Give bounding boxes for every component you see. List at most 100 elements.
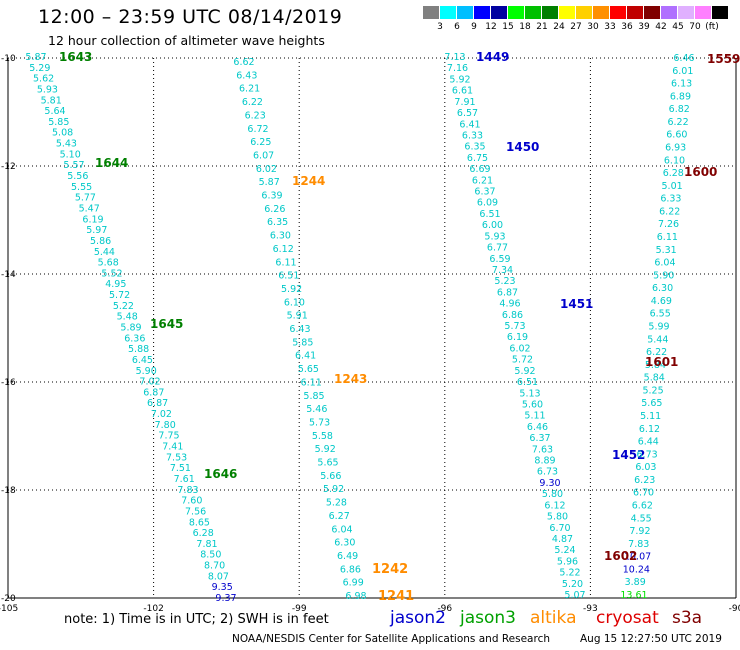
scale-swatch: [661, 6, 677, 19]
swh-value: 5.72: [109, 290, 130, 301]
swh-value: 5.92: [323, 484, 344, 495]
swh-value: 6.26: [264, 204, 285, 215]
scale-label: 24: [553, 22, 565, 32]
swh-value: 6.33: [660, 194, 681, 205]
swh-value: 5.80: [547, 512, 568, 523]
lon-tick-label: -102: [143, 604, 163, 614]
swh-value: 5.81: [41, 95, 62, 106]
swh-value: 5.22: [113, 301, 134, 312]
swh-value: 6.46: [673, 53, 694, 64]
swh-value: 6.30: [270, 231, 291, 242]
scale-swatch: [695, 6, 711, 19]
swh-value: 6.03: [635, 462, 656, 473]
lat-tick-label: -16: [1, 378, 16, 388]
swh-value: 5.52: [101, 268, 122, 279]
swh-value: 6.23: [634, 475, 655, 486]
swh-value: 6.59: [489, 254, 510, 265]
swh-value: 5.89: [120, 323, 141, 334]
lat-tick-label: -10: [1, 54, 16, 64]
swh-value: 6.12: [273, 244, 294, 255]
swh-value: 5.92: [281, 284, 302, 295]
pass-time-label: 1559: [707, 52, 740, 66]
legend-jason2: jason2: [390, 608, 446, 628]
swh-value: 4.87: [552, 534, 573, 545]
swh-value: 7.80: [155, 420, 176, 431]
swh-value: 6.86: [340, 564, 361, 575]
swh-value: 6.33: [462, 130, 483, 141]
swh-value: 6.60: [666, 130, 687, 141]
pass-time-label: 1644: [95, 156, 128, 170]
swh-value: 7.75: [158, 431, 179, 442]
swh-value: 6.39: [261, 191, 282, 202]
swh-value: 5.13: [519, 388, 540, 399]
swh-value: 6.43: [236, 70, 257, 81]
swh-value: 5.31: [656, 245, 677, 256]
swh-value: 6.22: [646, 347, 667, 358]
swh-value: 4.96: [499, 299, 520, 310]
pass-time-label: 1601: [645, 355, 678, 369]
swh-value: 5.92: [315, 444, 336, 455]
scale-swatch: [712, 6, 728, 19]
swh-value: 6.21: [239, 84, 260, 95]
swh-value: 6.69: [469, 164, 490, 175]
track-s3a: 6.46 6.01 6.136.89 6.82 6.22 6.60 6.936.10 6.28…: [604, 52, 740, 601]
swh-value: 5.20: [562, 579, 583, 590]
swh-value: 6.25: [250, 137, 271, 148]
swh-value: 10.24: [623, 564, 650, 575]
swh-value: 5.29: [29, 63, 50, 74]
swh-value: 5.46: [306, 404, 327, 415]
scale-label: 21: [536, 22, 548, 32]
swh-value: 5.92: [514, 366, 535, 377]
swh-value: 6.77: [487, 243, 508, 254]
map-frame: [7, 58, 737, 599]
swh-value: 7.60: [181, 496, 202, 507]
swh-value: 6.37: [474, 187, 495, 198]
swh-value: 5.65: [641, 398, 662, 409]
swh-value: 5.25: [642, 385, 663, 396]
swh-value: 6.55: [650, 309, 671, 320]
axis-labels: -105 -102 -99 -96 -93 -90 -10 -12 -14 -16 -18 -20: [0, 54, 740, 614]
swh-value: 7.26: [658, 219, 679, 230]
swh-value: 5.44: [94, 247, 115, 258]
pass-time-label: 1241: [378, 589, 414, 604]
scale-label: 30: [587, 22, 599, 32]
swh-value: 6.10: [664, 155, 685, 166]
swh-value: 6.87: [147, 398, 168, 409]
swh-value: 9.30: [539, 478, 560, 489]
swh-value: 5.72: [512, 355, 533, 366]
timestamp: Aug 15 12:27:50 UTC 2019: [580, 633, 722, 645]
pass-time-label: 1242: [372, 562, 408, 577]
scale-label: 36: [621, 22, 633, 32]
swh-value: 4.55: [631, 513, 652, 524]
satellite-tracks: 5.875.295.625.935.815.645.855.085.435.10…: [25, 50, 740, 604]
swh-value: 10.07: [624, 552, 651, 563]
swh-value: 6.19: [507, 332, 528, 343]
swh-value: 5.11: [640, 411, 661, 422]
map-grid: [8, 57, 736, 598]
swh-value: 6.49: [337, 551, 358, 562]
scale-swatch: [576, 6, 592, 19]
swh-value: 6.01: [672, 66, 693, 77]
scale-label: 27: [570, 22, 582, 32]
pass-time-label: 1450: [506, 140, 539, 154]
swh-value: 6.44: [638, 437, 659, 448]
swh-value: 8.89: [534, 456, 555, 467]
swh-value: 7.61: [174, 474, 195, 485]
swh-value: 6.22: [659, 206, 680, 217]
swh-value: 5.90: [653, 270, 674, 281]
swh-value: 6.93: [665, 143, 686, 154]
swh-value: 5.56: [67, 171, 88, 182]
scale-swatch: [423, 6, 439, 19]
swh-value: 6.11: [301, 377, 322, 388]
swh-value: 6.22: [242, 97, 263, 108]
swh-value: 5.47: [79, 203, 100, 214]
swh-value: 4.95: [105, 279, 126, 290]
swh-value: 5.87: [25, 52, 46, 63]
swh-value: 6.70: [633, 488, 654, 499]
pass-time-label: 1600: [684, 165, 717, 179]
swh-value: 3.89: [625, 577, 646, 588]
scale-swatch: [593, 6, 609, 19]
swh-value: 7.02: [151, 409, 172, 420]
swh-value: 5.88: [128, 344, 149, 355]
